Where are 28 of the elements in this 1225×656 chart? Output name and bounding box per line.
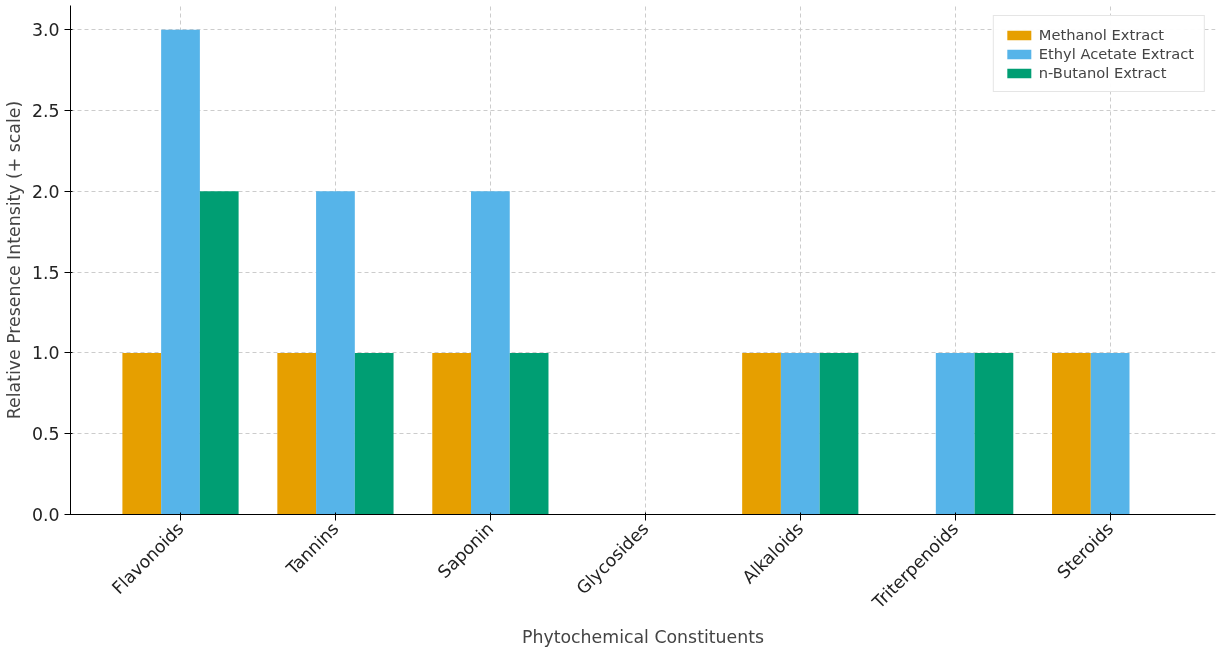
bar [161, 29, 200, 515]
bar [316, 191, 355, 515]
bar [122, 352, 162, 515]
bar [780, 352, 820, 515]
y-tick-label: 2.5 [31, 101, 60, 122]
y-tick-label: 0.5 [31, 424, 60, 445]
bar [1052, 352, 1091, 515]
bar [935, 352, 975, 515]
legend-label: Methanol Extract [1038, 26, 1164, 43]
y-tick-label: 1.0 [31, 343, 60, 364]
bar [742, 352, 781, 515]
bar [471, 191, 510, 515]
bar [432, 352, 472, 515]
bar [819, 352, 859, 515]
bar [354, 352, 394, 515]
bar [509, 352, 549, 515]
bar [277, 352, 317, 515]
y-tick-label: 1.5 [31, 262, 60, 283]
y-tick-label: 2.0 [31, 181, 60, 202]
bar [199, 191, 239, 515]
bar [974, 352, 1014, 515]
x-axis-title: Phytochemical Constituents [522, 627, 764, 648]
y-axis-title: Relative Presence Intensity (+ scale) [3, 100, 24, 420]
y-tick-label: 0.0 [31, 505, 60, 525]
y-tick-label: 3.0 [31, 20, 60, 41]
legend-label: Ethyl Acetate Extract [1038, 45, 1194, 62]
legend-label: n-Butanol Extract [1038, 64, 1167, 81]
bar [1090, 352, 1130, 515]
